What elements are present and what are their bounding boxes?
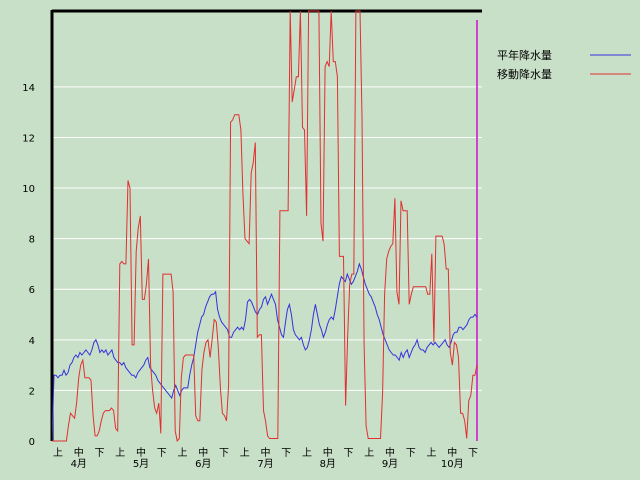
x-tick-dekad: 下 xyxy=(344,448,354,459)
x-tick-month: 4月 xyxy=(71,458,87,470)
y-tick-label: 2 xyxy=(29,386,35,397)
y-tick-label: 0 xyxy=(29,437,35,448)
y-tick-label: 4 xyxy=(29,336,35,347)
y-axis-ticks: 0 2 4 6 8 10 12 14 xyxy=(22,83,35,448)
x-tick-month: 6月 xyxy=(195,458,211,470)
series-line-1 xyxy=(52,10,478,442)
x-tick-dekad: 上 xyxy=(115,447,125,459)
x-tick-dekad: 下 xyxy=(157,448,167,459)
x-tick-dekad: 中 xyxy=(74,446,84,459)
y-tick-label: 14 xyxy=(22,83,35,94)
x-tick-dekad: 上 xyxy=(240,447,250,459)
series-line-0 xyxy=(52,262,478,442)
y-tick-label: 12 xyxy=(22,133,35,144)
x-tick-month: 5月 xyxy=(133,458,149,470)
x-tick-dekad: 中 xyxy=(447,446,457,459)
grid-lines xyxy=(52,86,482,391)
y-tick-label: 8 xyxy=(29,235,35,246)
x-tick-month: 7月 xyxy=(257,458,273,470)
x-tick-dekad: 下 xyxy=(406,448,416,459)
y-tick-label: 6 xyxy=(29,285,35,296)
x-axis-ticks: 上中下上中下上中下上中下上中下上中下上中下4月 5月 6月 7月 8月 9月 10月 xyxy=(53,446,478,470)
x-tick-month: 9月 xyxy=(382,458,398,470)
x-tick-dekad: 下 xyxy=(219,448,229,459)
series-lines xyxy=(52,10,478,442)
x-tick-dekad: 中 xyxy=(261,446,271,459)
x-tick-dekad: 中 xyxy=(385,446,395,459)
x-tick-dekad: 上 xyxy=(53,447,63,459)
x-tick-dekad: 上 xyxy=(364,447,374,459)
y-tick-label: 10 xyxy=(22,184,35,195)
x-tick-dekad: 下 xyxy=(95,448,105,459)
x-tick-dekad: 下 xyxy=(468,448,478,459)
x-tick-dekad: 上 xyxy=(178,447,188,459)
x-tick-month: 8月 xyxy=(320,458,336,470)
x-tick-dekad: 上 xyxy=(302,447,312,459)
x-tick-dekad: 中 xyxy=(323,446,333,459)
x-tick-month: 10月 xyxy=(441,458,464,470)
x-tick-dekad: 上 xyxy=(427,447,437,459)
legend-label: 平年降水量 xyxy=(497,48,552,62)
x-tick-dekad: 下 xyxy=(281,448,291,459)
legend-label: 移動降水量 xyxy=(497,67,552,81)
x-tick-dekad: 中 xyxy=(198,446,208,459)
x-tick-dekad: 中 xyxy=(136,446,146,459)
